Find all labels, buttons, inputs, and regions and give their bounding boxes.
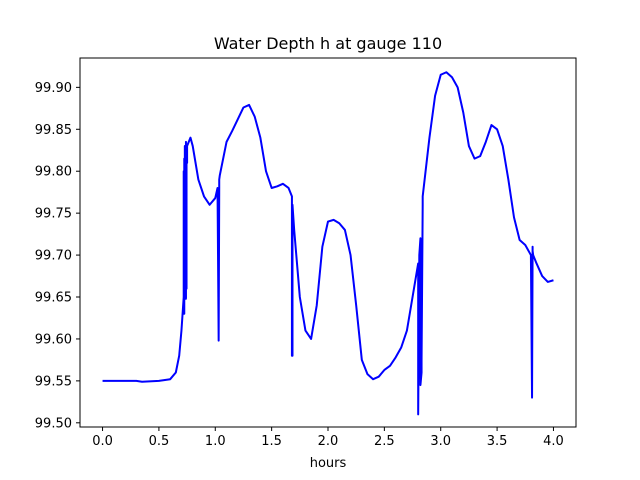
x-tick-label: 1.0: [205, 434, 226, 449]
y-axis: 99.50 99.55 99.60 99.65 99.70 99.75 99.80 99.85…: [35, 81, 80, 431]
y-tick-label: 99.90: [35, 81, 72, 96]
x-tick-label: 3.0: [430, 434, 451, 449]
x-axis-label: hours: [310, 456, 347, 471]
x-tick-label: 1.5: [261, 434, 282, 449]
y-tick-label: 99.75: [35, 207, 72, 222]
series-line-0: [102, 71, 554, 416]
chart-title: Water Depth h at gauge 110: [214, 34, 442, 53]
x-tick-label: 3.5: [487, 434, 508, 449]
y-tick-label: 99.65: [35, 291, 72, 306]
x-tick-label: 0.5: [149, 434, 170, 449]
x-tick-label: 2.0: [318, 434, 339, 449]
y-tick-label: 99.80: [35, 165, 72, 180]
x-tick-label: 2.5: [374, 434, 395, 449]
y-tick-label: 99.85: [35, 123, 72, 138]
x-tick-label: 0.0: [92, 434, 113, 449]
x-tick-label: 4.0: [543, 434, 564, 449]
y-tick-label: 99.55: [35, 374, 72, 389]
plot-area: [79, 57, 577, 428]
y-tick-label: 99.70: [35, 249, 72, 264]
y-tick-label: 99.60: [35, 332, 72, 347]
x-axis: 0.0 0.5 1.0 1.5 2.0 2.5 3.0 3.5 4.0: [92, 427, 564, 449]
y-tick-label: 99.50: [35, 416, 72, 431]
plot-frame: [79, 57, 577, 428]
